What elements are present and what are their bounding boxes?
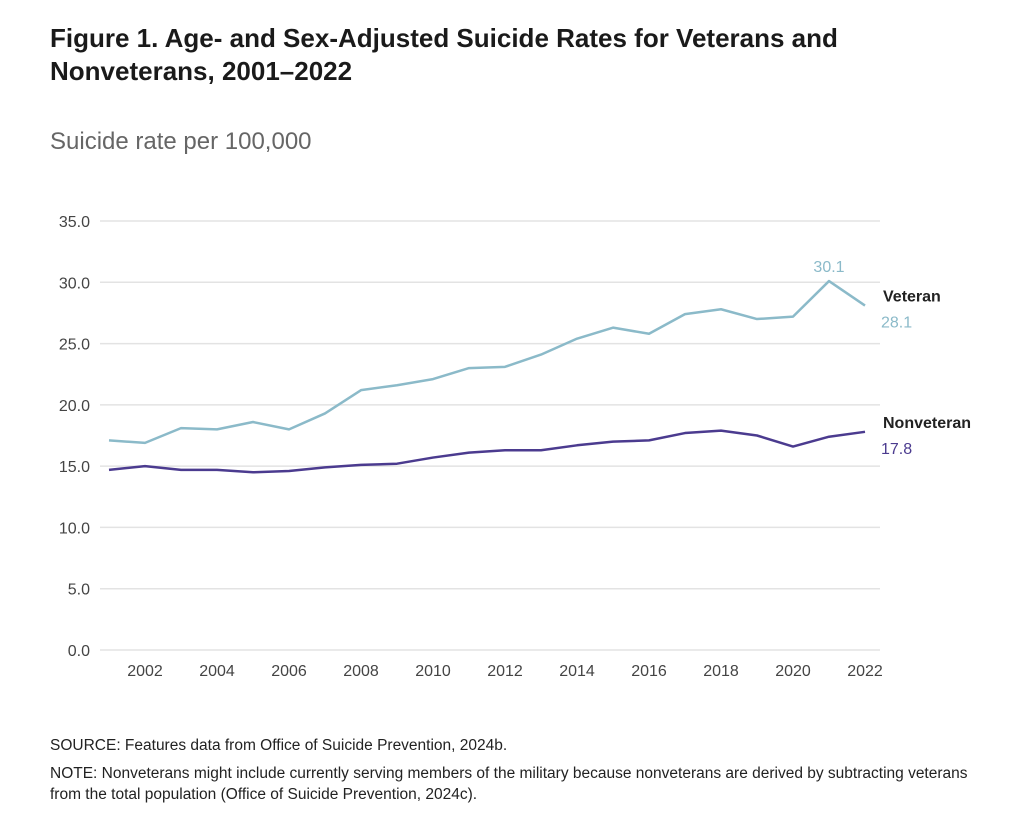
series-line-veteran [108, 279, 866, 445]
y-tick-label: 10.0 [59, 520, 90, 537]
x-tick-label: 2018 [703, 663, 739, 680]
y-tick-label: 25.0 [59, 337, 90, 354]
x-tick-label: 2016 [631, 663, 667, 680]
x-tick-label: 2002 [127, 663, 163, 680]
y-tick-label: 0.0 [68, 643, 90, 660]
end-value-label: 28.1 [881, 315, 912, 332]
y-tick-label: 15.0 [59, 459, 90, 476]
x-tick-label: 2008 [343, 663, 379, 680]
y-axis-label: Suicide rate per 100,000 [50, 128, 312, 155]
series-line-nonveteran [108, 429, 866, 474]
x-tick-label: 2014 [559, 663, 595, 680]
peak-value-label: 30.1 [813, 259, 844, 276]
source-note: SOURCE: Features data from Office of Sui… [50, 737, 508, 754]
series-label: Veteran [883, 289, 941, 306]
y-tick-label: 20.0 [59, 398, 90, 415]
footnote: NOTE: Nonveterans might include currentl… [50, 765, 968, 803]
x-tick-label: 2022 [847, 663, 883, 680]
x-tick-label: 2006 [271, 663, 307, 680]
end-value-label: 17.8 [881, 441, 912, 458]
x-tick-label: 2004 [199, 663, 235, 680]
x-tick-label: 2012 [487, 663, 523, 680]
x-tick-label: 2020 [775, 663, 811, 680]
x-tick-label: 2010 [415, 663, 451, 680]
y-tick-label: 35.0 [59, 214, 90, 231]
y-tick-label: 5.0 [68, 582, 90, 599]
y-tick-label: 30.0 [59, 275, 90, 292]
series-label: Nonveteran [883, 415, 971, 432]
chart-title: Figure 1. Age- and Sex-Adjusted Suicide … [50, 23, 838, 86]
